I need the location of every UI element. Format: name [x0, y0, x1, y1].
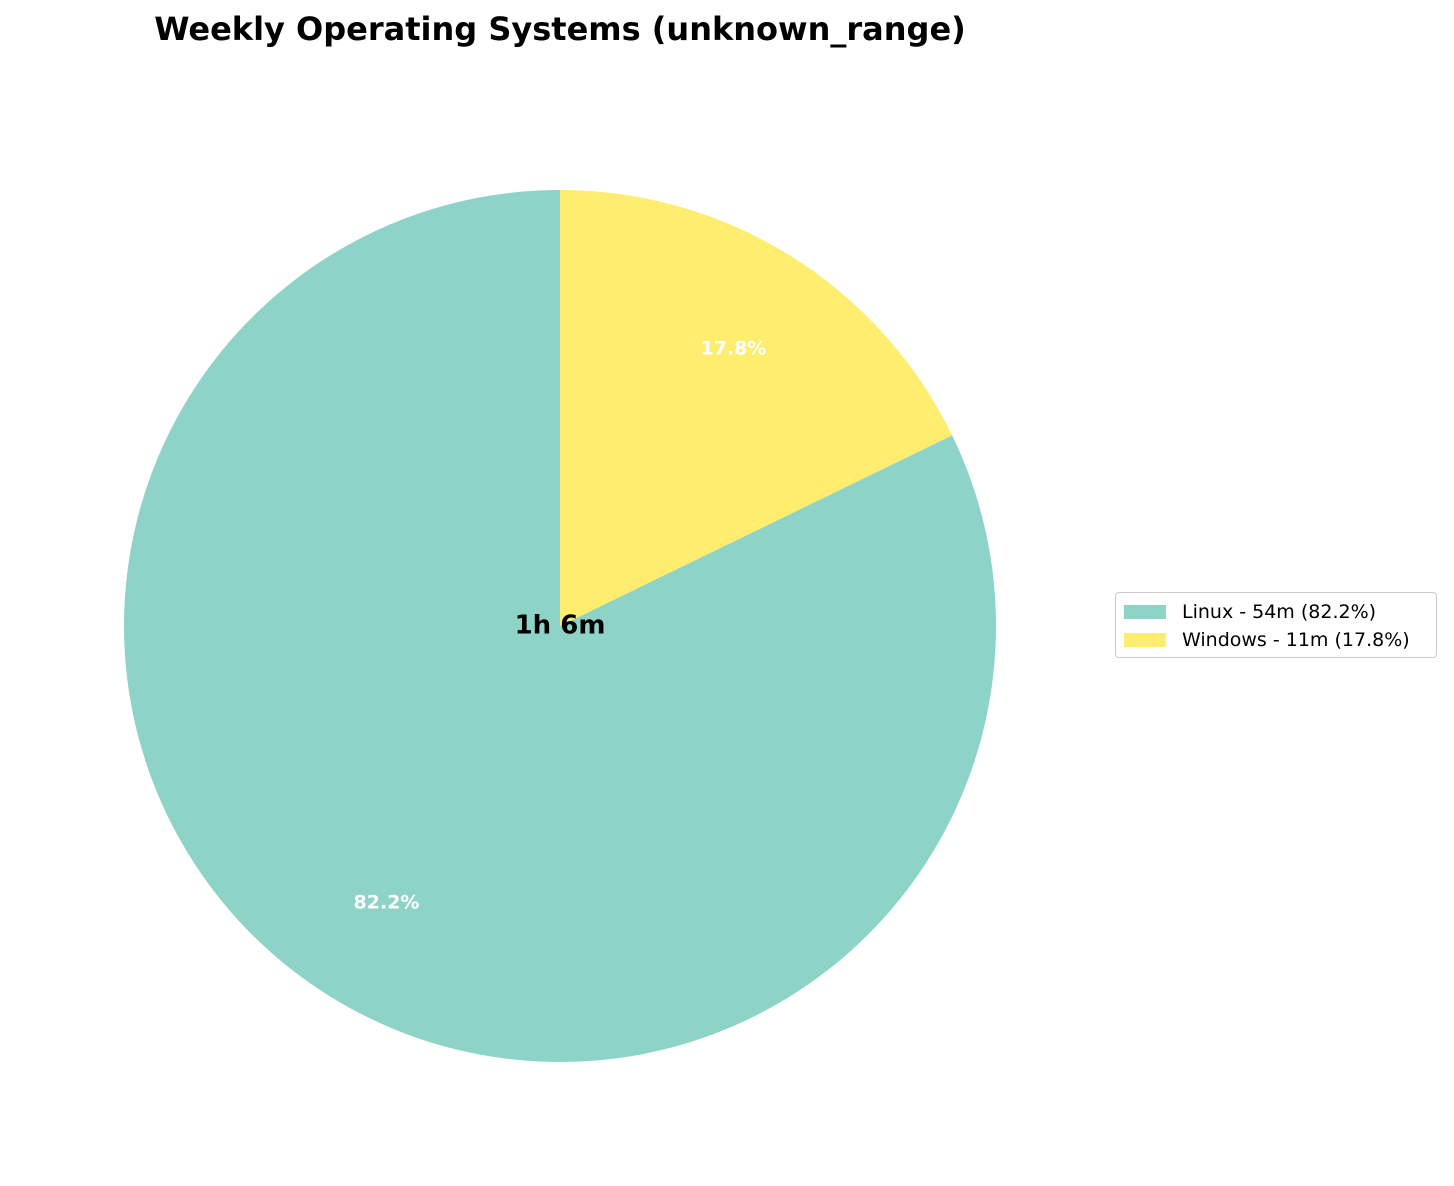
legend-label: Windows - 11m (17.8%)	[1182, 629, 1410, 651]
legend-item-linux: Linux - 54m (82.2%)	[1124, 598, 1436, 626]
legend-item-windows: Windows - 11m (17.8%)	[1124, 626, 1436, 654]
chart-legend: Linux - 54m (82.2%) Windows - 11m (17.8%)	[1115, 592, 1437, 658]
center-total-label: 1h 6m	[515, 611, 606, 641]
legend-swatch	[1124, 633, 1166, 647]
slice-label-windows: 17.8%	[701, 337, 767, 359]
pie-slices	[123, 190, 996, 1062]
legend-swatch	[1124, 605, 1166, 619]
chart-title: Weekly Operating Systems (unknown_range)	[154, 10, 966, 48]
slice-label-linux: 82.2%	[354, 892, 420, 914]
pie-slice-labels: 17.8% 82.2%	[354, 337, 767, 913]
legend-label: Linux - 54m (82.2%)	[1182, 601, 1377, 623]
pie-slice-windows	[560, 190, 953, 626]
pie-slice-linux	[123, 190, 996, 1062]
